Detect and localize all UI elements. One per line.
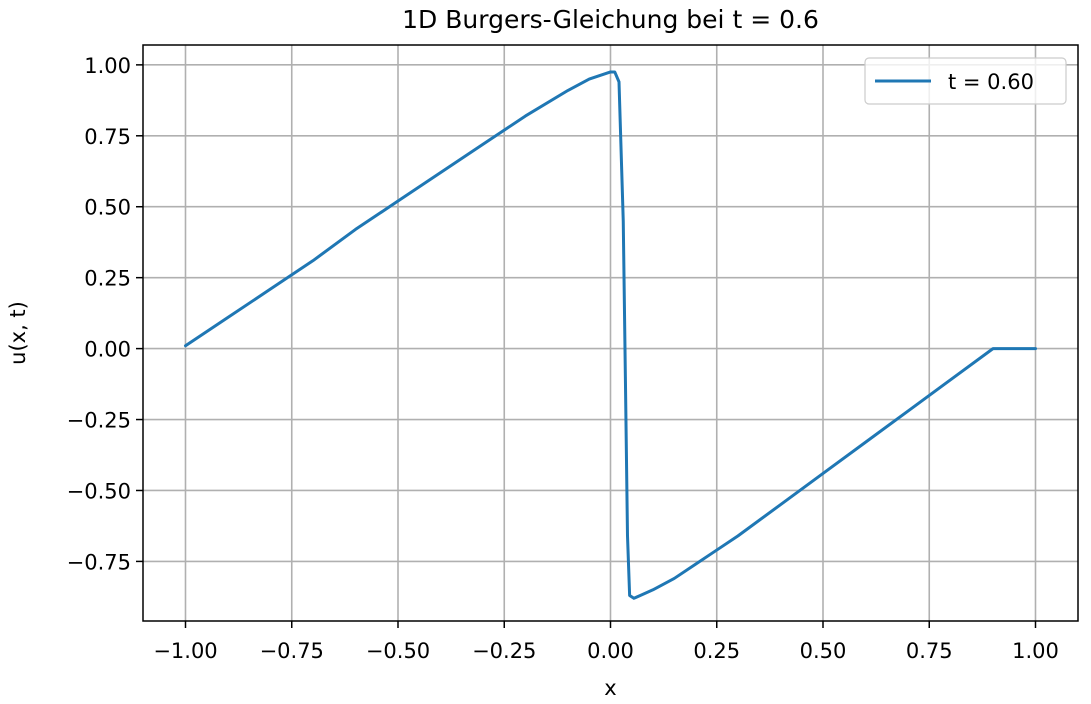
series-layer bbox=[184, 70, 1037, 600]
y-tick-label: 0.00 bbox=[84, 338, 131, 362]
y-tick-label: −0.25 bbox=[67, 409, 131, 433]
x-tick-label: −1.00 bbox=[153, 639, 217, 663]
y-tick-label: −0.75 bbox=[67, 550, 131, 574]
y-tick-label: 0.75 bbox=[84, 125, 131, 149]
legend-label: t = 0.60 bbox=[948, 70, 1034, 94]
x-tick-label: 0.25 bbox=[693, 639, 740, 663]
y-tick-label: 0.25 bbox=[84, 267, 131, 291]
y-tick-label: 1.00 bbox=[84, 54, 131, 78]
x-tick-label: −0.75 bbox=[260, 639, 324, 663]
x-axis-ticks: −1.00 −0.75 −0.50 −0.25 0.00 0.25 0.50 0.75 1.00 bbox=[153, 621, 1059, 663]
x-tick-label: 0.50 bbox=[800, 639, 847, 663]
x-axis-label: x bbox=[604, 676, 616, 700]
x-tick-label: 0.75 bbox=[906, 639, 953, 663]
x-tick-label: 0.00 bbox=[587, 639, 634, 663]
x-tick-label: 1.00 bbox=[1012, 639, 1059, 663]
y-axis-ticks: 1.00 0.75 0.50 0.25 0.00 −0.25 −0.50 −0.75 bbox=[67, 54, 143, 574]
x-tick-label: −0.50 bbox=[366, 639, 430, 663]
series-line bbox=[184, 70, 1037, 600]
x-tick-label: −0.25 bbox=[472, 639, 536, 663]
chart-title: 1D Burgers-Gleichung bei t = 0.6 bbox=[402, 5, 819, 34]
y-tick-label: −0.50 bbox=[67, 479, 131, 503]
legend: t = 0.60 bbox=[864, 57, 1067, 105]
y-axis-label: u(x, t) bbox=[6, 301, 30, 365]
y-tick-label: 0.50 bbox=[84, 196, 131, 220]
legend-box bbox=[864, 57, 1067, 105]
